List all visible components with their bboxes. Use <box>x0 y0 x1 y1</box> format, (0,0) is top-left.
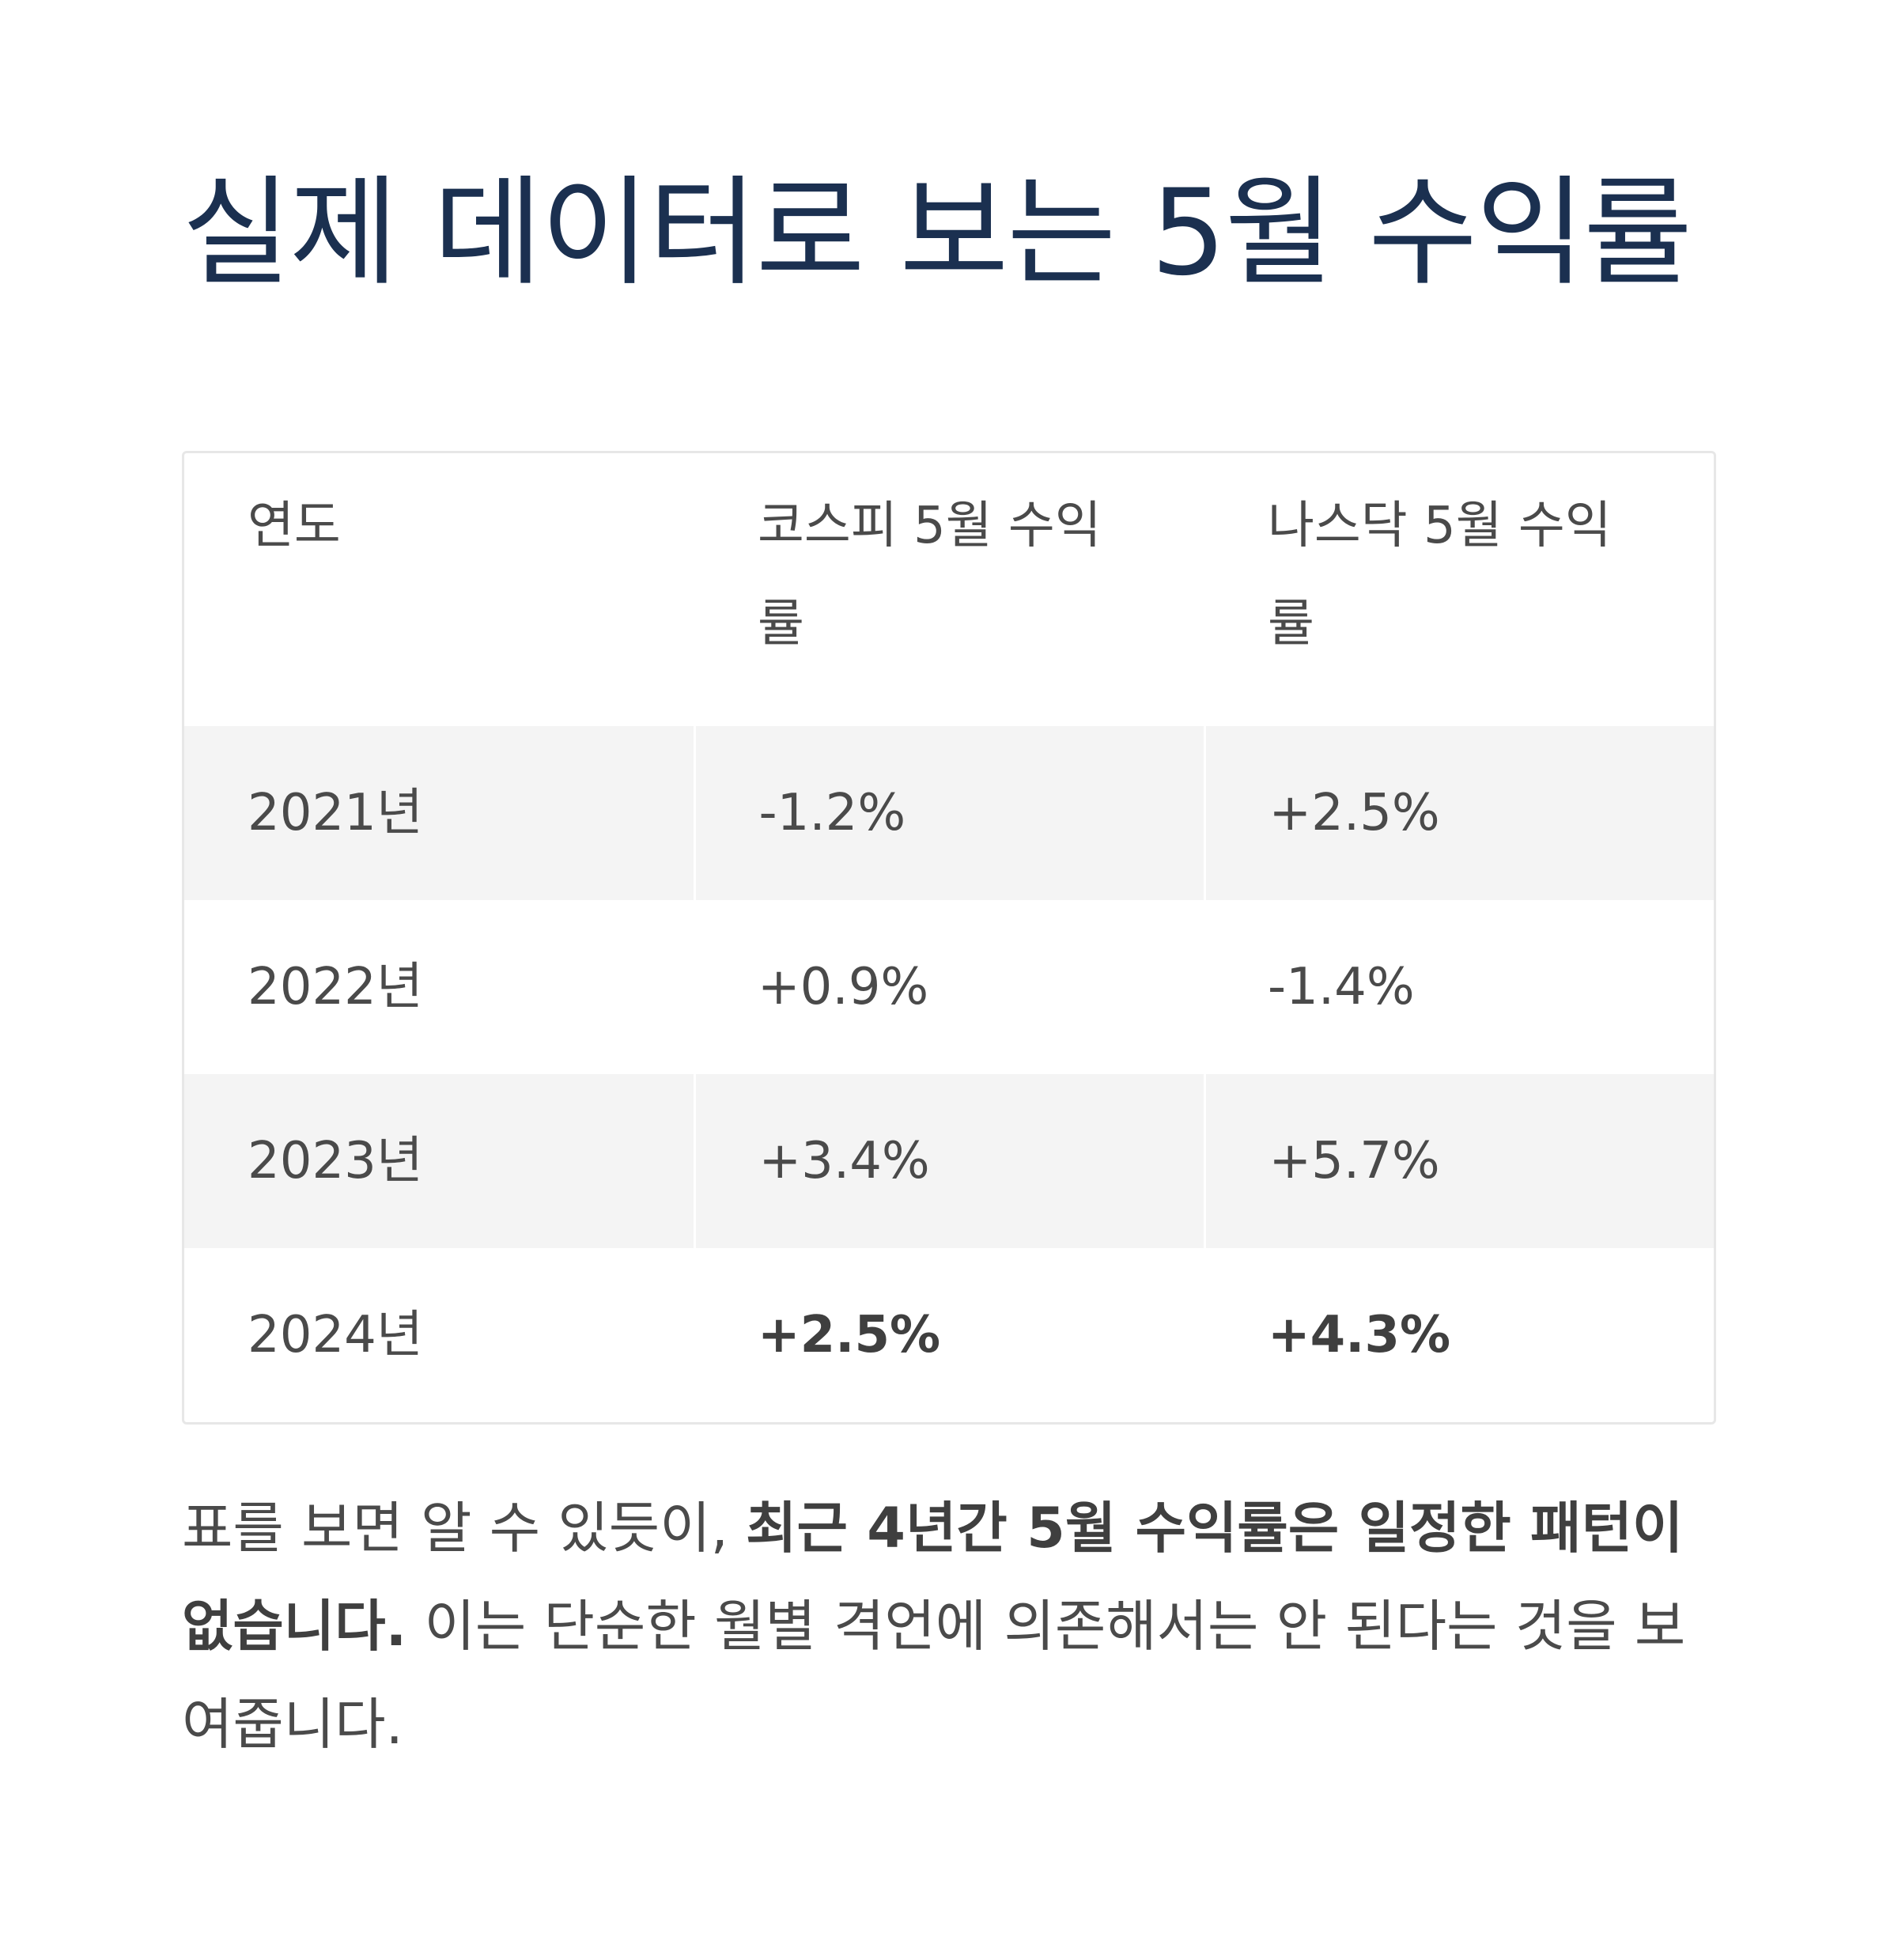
cell-nasdaq: +5.7% <box>1203 1074 1714 1248</box>
returns-table: 연도 코스피 5월 수익률 나스닥 5월 수익률 2021년 -1.2% +2.… <box>182 451 1716 1425</box>
table-row: 2023년 +3.4% +5.7% <box>184 1074 1714 1248</box>
page-title: 실제 데이터로 보는 5월 수익률 <box>182 165 1692 302</box>
table-row: 2021년 -1.2% +2.5% <box>184 726 1714 900</box>
cell-nasdaq: -1.4% <box>1268 957 1415 1016</box>
header-year: 연도 <box>248 497 341 555</box>
cell-year: 2024년 <box>248 1305 423 1364</box>
table-row: 2024년 +2.5% +4.3% <box>184 1248 1714 1422</box>
cell-kospi: -1.2% <box>693 726 1204 900</box>
summary-lead: 표를 보면 알 수 있듯이, <box>182 1496 747 1561</box>
cell-nasdaq: +4.3% <box>1268 1305 1451 1364</box>
cell-year: 2021년 <box>184 726 694 900</box>
returns-table-grid: 연도 코스피 5월 수익률 나스닥 5월 수익률 2021년 -1.2% +2.… <box>184 453 1714 1422</box>
cell-kospi: +0.9% <box>758 957 929 1016</box>
table-header-row: 연도 코스피 5월 수익률 나스닥 5월 수익률 <box>184 453 1714 726</box>
table-row: 2022년 +0.9% -1.4% <box>184 900 1714 1074</box>
cell-kospi: +3.4% <box>693 1074 1204 1248</box>
cell-kospi: +2.5% <box>758 1305 941 1364</box>
cell-nasdaq: +2.5% <box>1203 726 1714 900</box>
cell-year: 2023년 <box>184 1074 694 1248</box>
header-kospi: 코스피 5월 수익률 <box>758 497 1102 653</box>
cell-year: 2022년 <box>248 957 423 1016</box>
header-nasdaq: 나스닥 5월 수익률 <box>1268 497 1612 653</box>
summary-paragraph: 표를 보면 알 수 있듯이, 최근 4년간 5월 수익률은 일정한 패턴이 없습… <box>182 1479 1716 1773</box>
summary-emphasis: 최근 4년간 5월 수익률은 일정한 패턴이 없습니다. <box>182 1496 1684 1659</box>
summary-tail: 이는 단순한 월별 격언에 의존해서는 안 된다는 것을 보여줍니다. <box>182 1594 1686 1757</box>
